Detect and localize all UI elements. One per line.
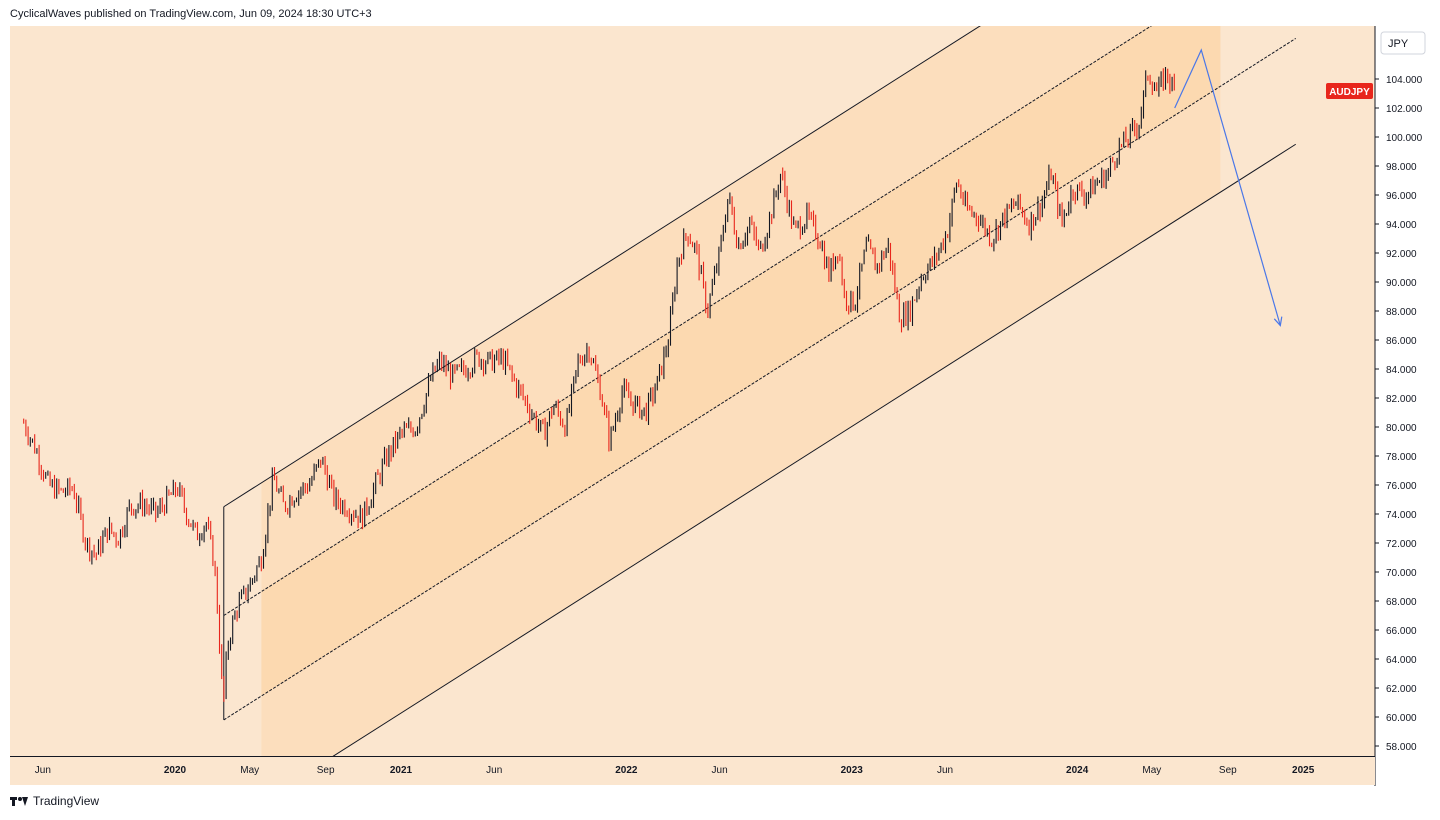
price-tick-label: 64.000	[1386, 655, 1417, 666]
time-tick-label: 2021	[390, 765, 413, 776]
price-tick-label: 68.000	[1386, 597, 1417, 608]
price-tick-label: 102.000	[1386, 104, 1423, 115]
price-tick-label: 86.000	[1386, 336, 1417, 347]
price-tick-label: 98.000	[1386, 162, 1417, 173]
projection-line	[1174, 48, 1281, 326]
price-tick-label: 78.000	[1386, 452, 1417, 463]
price-tick-label: 88.000	[1386, 307, 1417, 318]
price-tick-label: 92.000	[1386, 249, 1417, 260]
price-tick-label: 90.000	[1386, 278, 1417, 289]
channel-upper-median-line	[223, 26, 1152, 616]
price-tick-label: 96.000	[1386, 191, 1417, 202]
time-tick-label: 2023	[841, 765, 864, 776]
price-tick-label: 72.000	[1386, 539, 1417, 550]
price-tick-label: 82.000	[1386, 394, 1417, 405]
price-tick-label: 62.000	[1386, 684, 1417, 695]
price-tick-label: 60.000	[1386, 713, 1417, 724]
time-tick-label: May	[1142, 765, 1161, 776]
price-tick-label: 80.000	[1386, 423, 1417, 434]
projection-path[interactable]	[1174, 48, 1283, 327]
price-chart[interactable]: 58.000 60.000 62.000 64.000 66.000 68.000 70.0…	[0, 0, 1440, 790]
time-tick-label: Jun	[712, 765, 728, 776]
time-tick-label: 2020	[164, 765, 187, 776]
chart-frame: 58.000 60.000 62.000 64.000 66.000 68.000 70.0…	[0, 0, 1440, 790]
channel-inner-band	[261, 26, 1221, 696]
time-tick-label: Sep	[317, 765, 335, 776]
currency-box[interactable]: JPY	[1380, 31, 1426, 55]
symbol-badge[interactable]: AUDJPY	[1326, 83, 1373, 99]
channel-lower-median-line	[223, 37, 1297, 721]
price-axis[interactable]: 58.000 60.000 62.000 64.000 66.000 68.000 70.0…	[1375, 75, 1423, 753]
time-tick-label: Jun	[937, 765, 953, 776]
channel-upper-line	[223, 26, 981, 508]
bottom-axis-background	[10, 757, 1375, 785]
time-tick-label: May	[240, 765, 259, 776]
publish-info: CyclicalWaves published on TradingView.c…	[10, 8, 372, 20]
time-axis[interactable]: Jun 2020 May Sep 2021 Jun 2022 Jun 2023 Jun 2024 Ma…	[35, 765, 1315, 776]
price-tick-label: 84.000	[1386, 365, 1417, 376]
footer: TradingView	[10, 794, 99, 808]
price-tick-label: 76.000	[1386, 481, 1417, 492]
price-series	[23, 67, 1175, 702]
price-tick-label: 100.000	[1386, 133, 1423, 144]
time-tick-label: Jun	[35, 765, 51, 776]
price-tick-label: 70.000	[1386, 568, 1417, 579]
channel-lower-line	[332, 143, 1297, 756]
price-tick-label: 58.000	[1386, 742, 1417, 753]
projection-arrowhead	[1273, 316, 1283, 327]
price-tick-label: 74.000	[1386, 510, 1417, 521]
currency-label: JPY	[1388, 38, 1409, 50]
time-tick-label: 2022	[615, 765, 638, 776]
time-tick-label: Sep	[1219, 765, 1237, 776]
time-tick-label: Jun	[486, 765, 502, 776]
price-tick-label: 66.000	[1386, 626, 1417, 637]
brand-name: TradingView	[33, 794, 100, 808]
tradingview-logo-icon	[10, 795, 28, 807]
price-tick-label: 104.000	[1386, 75, 1423, 86]
right-axis-background	[1375, 26, 1440, 790]
symbol-label: AUDJPY	[1329, 87, 1370, 98]
price-tick-label: 94.000	[1386, 220, 1417, 231]
time-tick-label: 2024	[1066, 765, 1089, 776]
time-tick-label: 2025	[1292, 765, 1315, 776]
